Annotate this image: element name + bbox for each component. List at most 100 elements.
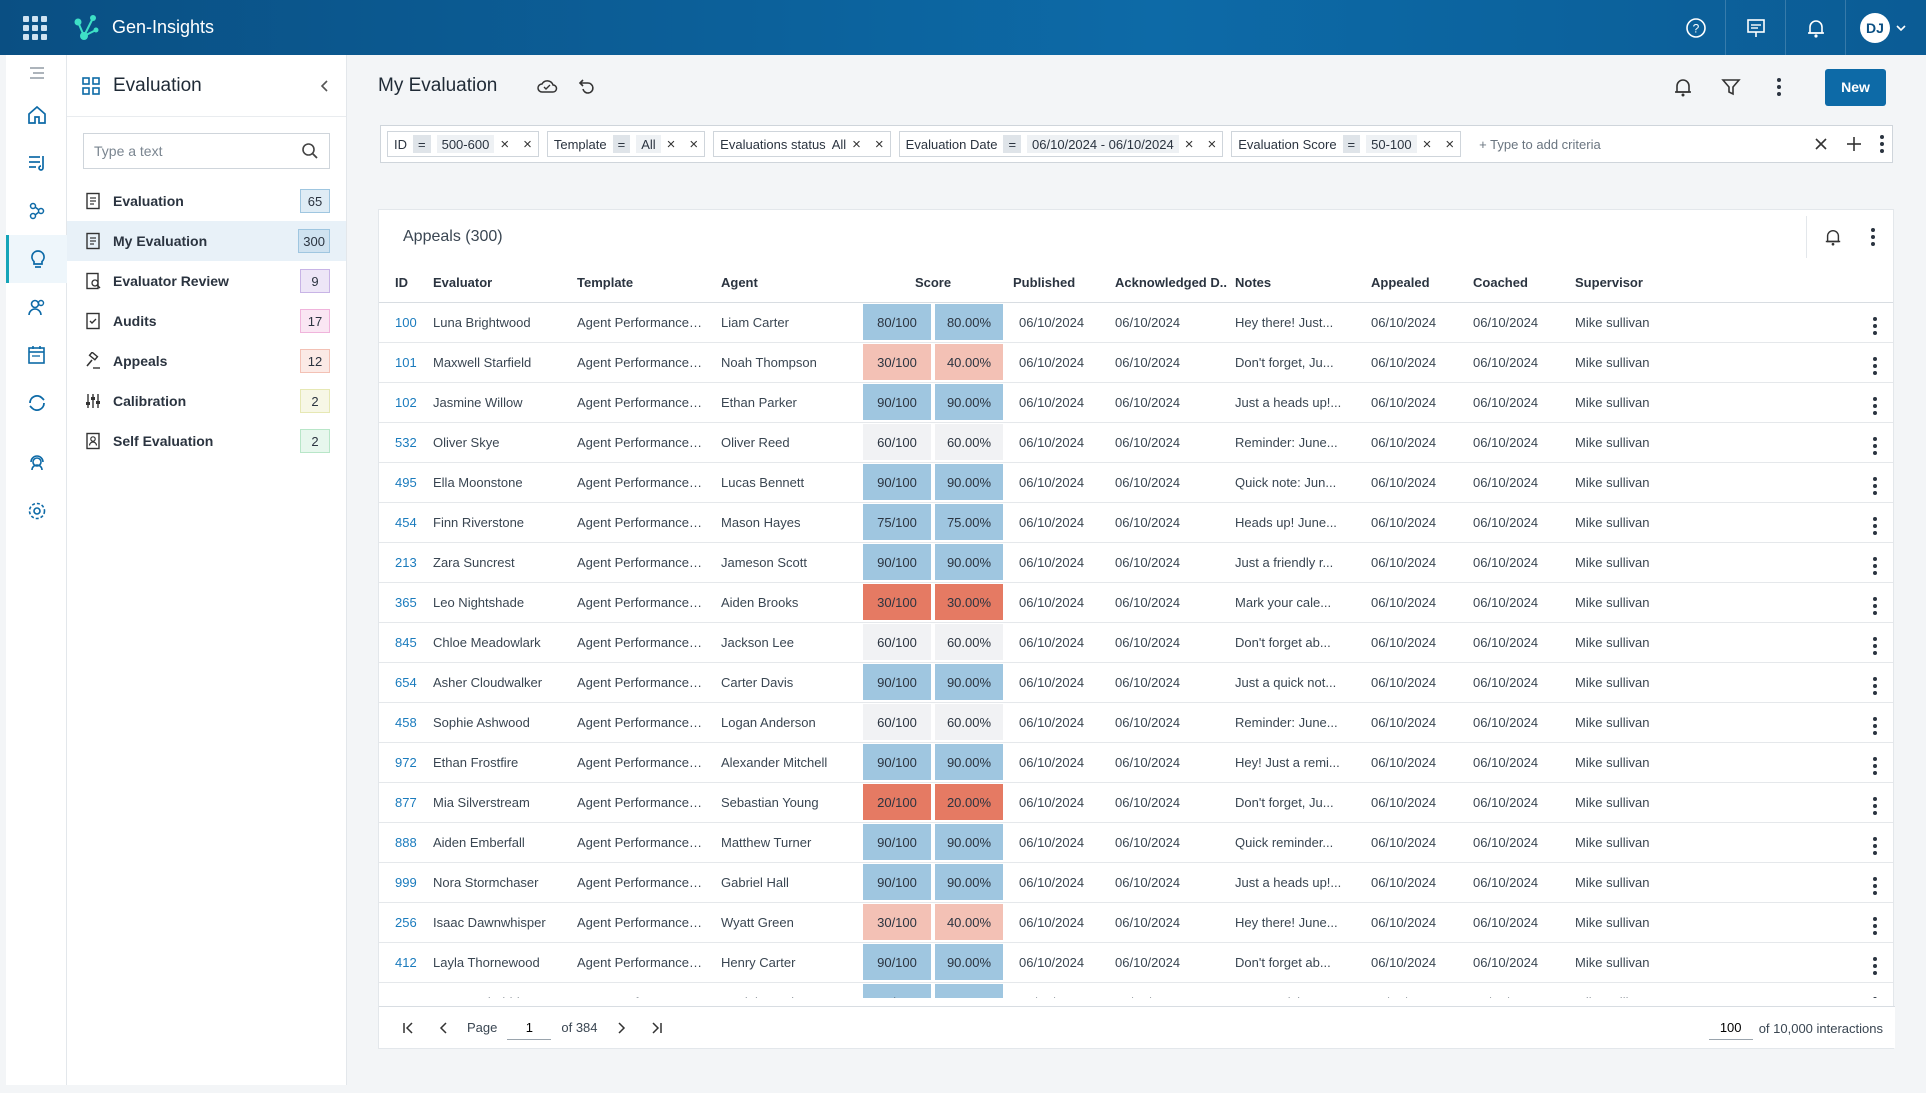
- card-more-icon[interactable]: [1853, 216, 1893, 258]
- column-header-supervisor[interactable]: Supervisor: [1567, 264, 1684, 303]
- row-menu-icon[interactable]: [1683, 622, 1893, 663]
- row-menu-icon[interactable]: [1683, 342, 1893, 383]
- table-row[interactable]: 256 Isaac Dawnwhisper Agent Performance (V…: [379, 902, 1893, 943]
- cloud-save-icon[interactable]: [527, 66, 567, 106]
- row-menu-icon[interactable]: [1683, 862, 1893, 903]
- nav-item-my-evaluation[interactable]: My Evaluation 300: [67, 221, 346, 261]
- remove-chip-icon[interactable]: ×: [523, 135, 532, 153]
- row-menu-icon[interactable]: [1683, 462, 1893, 503]
- remove-chip-icon[interactable]: ×: [689, 135, 699, 153]
- table-row[interactable]: 213 Zara Suncrest Agent Performance (V... J…: [379, 542, 1893, 583]
- nav-item-evaluator-review[interactable]: Evaluator Review 9: [67, 261, 346, 301]
- filter-value[interactable]: All: [636, 135, 661, 153]
- table-row[interactable]: 101 Maxwell Starfield Agent Performance (V…: [379, 342, 1893, 383]
- add-criteria-input[interactable]: + Type to add criteria: [1479, 136, 1601, 152]
- table-row[interactable]: 877 Mia Silverstream Agent Performance (V.…: [379, 782, 1893, 823]
- bell-icon[interactable]: [1663, 67, 1703, 107]
- nav-item-appeals[interactable]: Appeals 12: [67, 341, 346, 381]
- filter-chip-id[interactable]: ID = 500-600 × ×: [387, 131, 539, 157]
- support-agent-icon[interactable]: [6, 439, 67, 487]
- table-row[interactable]: 365 Leo Nightshade Agent Performance (V...…: [379, 582, 1893, 623]
- column-header-agent[interactable]: Agent: [713, 264, 861, 303]
- collapse-menu-icon[interactable]: [6, 55, 67, 91]
- filter-operator[interactable]: =: [413, 135, 431, 153]
- remove-value-icon[interactable]: ×: [1422, 135, 1432, 153]
- table-row[interactable]: 738Jasper WindriderAgent Performance (V.…: [379, 982, 1893, 998]
- row-menu-icon[interactable]: [1683, 302, 1893, 343]
- filter-value[interactable]: 06/10/2024 - 06/10/2024: [1027, 135, 1179, 153]
- filter-operator[interactable]: =: [612, 135, 631, 153]
- next-page-icon[interactable]: [608, 1015, 634, 1041]
- add-filter-icon[interactable]: [1846, 136, 1862, 152]
- clear-filters-icon[interactable]: [1814, 137, 1828, 151]
- transcripts-icon[interactable]: [6, 139, 67, 187]
- home-icon[interactable]: [6, 91, 67, 139]
- filter-value[interactable]: 500-600: [436, 135, 495, 153]
- row-menu-icon[interactable]: [1683, 502, 1893, 543]
- table-row[interactable]: 100 Luna Brightwood Agent Performance (V..…: [379, 302, 1893, 343]
- last-page-icon[interactable]: [644, 1015, 670, 1041]
- remove-value-icon[interactable]: ×: [852, 135, 861, 153]
- row-menu-icon[interactable]: [1683, 822, 1893, 863]
- cell-id[interactable]: 100: [379, 302, 425, 343]
- filter-more-icon[interactable]: [1880, 135, 1884, 153]
- remove-chip-icon[interactable]: ×: [1445, 135, 1455, 153]
- column-header-evaluator[interactable]: Evaluator: [425, 264, 569, 303]
- remove-chip-icon[interactable]: ×: [874, 135, 884, 153]
- table-row[interactable]: 999 Nora Stormchaser Agent Performance (V.…: [379, 862, 1893, 903]
- remove-value-icon[interactable]: ×: [666, 135, 676, 153]
- insights-lightbulb-icon[interactable]: [6, 235, 67, 283]
- cell-id[interactable]: 654: [379, 662, 425, 703]
- row-menu-icon[interactable]: [1683, 582, 1893, 623]
- cell-id[interactable]: 213: [379, 542, 425, 583]
- filter-operator[interactable]: =: [1003, 135, 1022, 153]
- nav-item-audits[interactable]: Audits 17: [67, 301, 346, 341]
- new-button[interactable]: New: [1825, 68, 1886, 106]
- filter-icon[interactable]: [1711, 67, 1751, 107]
- per-page-input[interactable]: [1708, 1016, 1753, 1040]
- cell-id[interactable]: 738: [379, 982, 425, 998]
- panel-search-input[interactable]: [94, 143, 301, 159]
- settings-gear-icon[interactable]: [6, 487, 67, 535]
- row-menu-icon[interactable]: [1683, 982, 1893, 998]
- cell-id[interactable]: 101: [379, 342, 425, 383]
- row-menu-icon[interactable]: [1683, 942, 1893, 983]
- user-menu[interactable]: DJ: [1846, 12, 1906, 43]
- cell-id[interactable]: 454: [379, 502, 425, 543]
- table-scroll[interactable]: ID Evaluator Template Agent Score Published Ac…: [379, 264, 1893, 998]
- column-header-id[interactable]: ID: [379, 264, 425, 303]
- table-row[interactable]: 454 Finn Riverstone Agent Performance (V..…: [379, 502, 1893, 543]
- collapse-panel-chevron-icon[interactable]: [318, 79, 332, 93]
- cell-id[interactable]: 412: [379, 942, 425, 983]
- row-menu-icon[interactable]: [1683, 782, 1893, 823]
- remove-value-icon[interactable]: ×: [1184, 135, 1194, 153]
- brand[interactable]: Gen-Insights: [70, 12, 214, 44]
- column-header-published[interactable]: Published: [1005, 264, 1108, 303]
- table-row[interactable]: 102 Jasmine Willow Agent Performance (V...…: [379, 382, 1893, 423]
- calendar-edit-icon[interactable]: [6, 331, 67, 379]
- remove-value-icon[interactable]: ×: [500, 135, 510, 153]
- cell-id[interactable]: 972: [379, 742, 425, 783]
- cell-id[interactable]: 877: [379, 782, 425, 823]
- row-menu-icon[interactable]: [1683, 382, 1893, 423]
- nav-item-calibration[interactable]: Calibration 2: [67, 381, 346, 421]
- cell-id[interactable]: 532: [379, 422, 425, 463]
- filter-chip-evaluation-score[interactable]: Evaluation Score = 50-100 × ×: [1231, 131, 1462, 157]
- row-menu-icon[interactable]: [1683, 422, 1893, 463]
- app-launcher-icon[interactable]: [0, 0, 70, 55]
- column-header-notes[interactable]: Notes: [1227, 264, 1364, 303]
- presentation-icon[interactable]: [1726, 0, 1786, 55]
- help-icon[interactable]: ?: [1666, 0, 1726, 55]
- cell-id[interactable]: 845: [379, 622, 425, 663]
- table-row[interactable]: 845 Chloe Meadowlark Agent Performance (V.…: [379, 622, 1893, 663]
- table-row[interactable]: 888 Aiden Emberfall Agent Performance (V..…: [379, 822, 1893, 863]
- column-header-score[interactable]: Score: [861, 264, 1006, 303]
- cell-id[interactable]: 102: [379, 382, 425, 423]
- notifications-bell-icon[interactable]: [1786, 0, 1846, 55]
- cell-id[interactable]: 458: [379, 702, 425, 743]
- table-row[interactable]: 412 Layla Thornewood Agent Performance (V.…: [379, 942, 1893, 983]
- team-icon[interactable]: [6, 283, 67, 331]
- filter-chip-template[interactable]: Template = All × ×: [546, 131, 706, 157]
- row-menu-icon[interactable]: [1683, 542, 1893, 583]
- first-page-icon[interactable]: [395, 1015, 421, 1041]
